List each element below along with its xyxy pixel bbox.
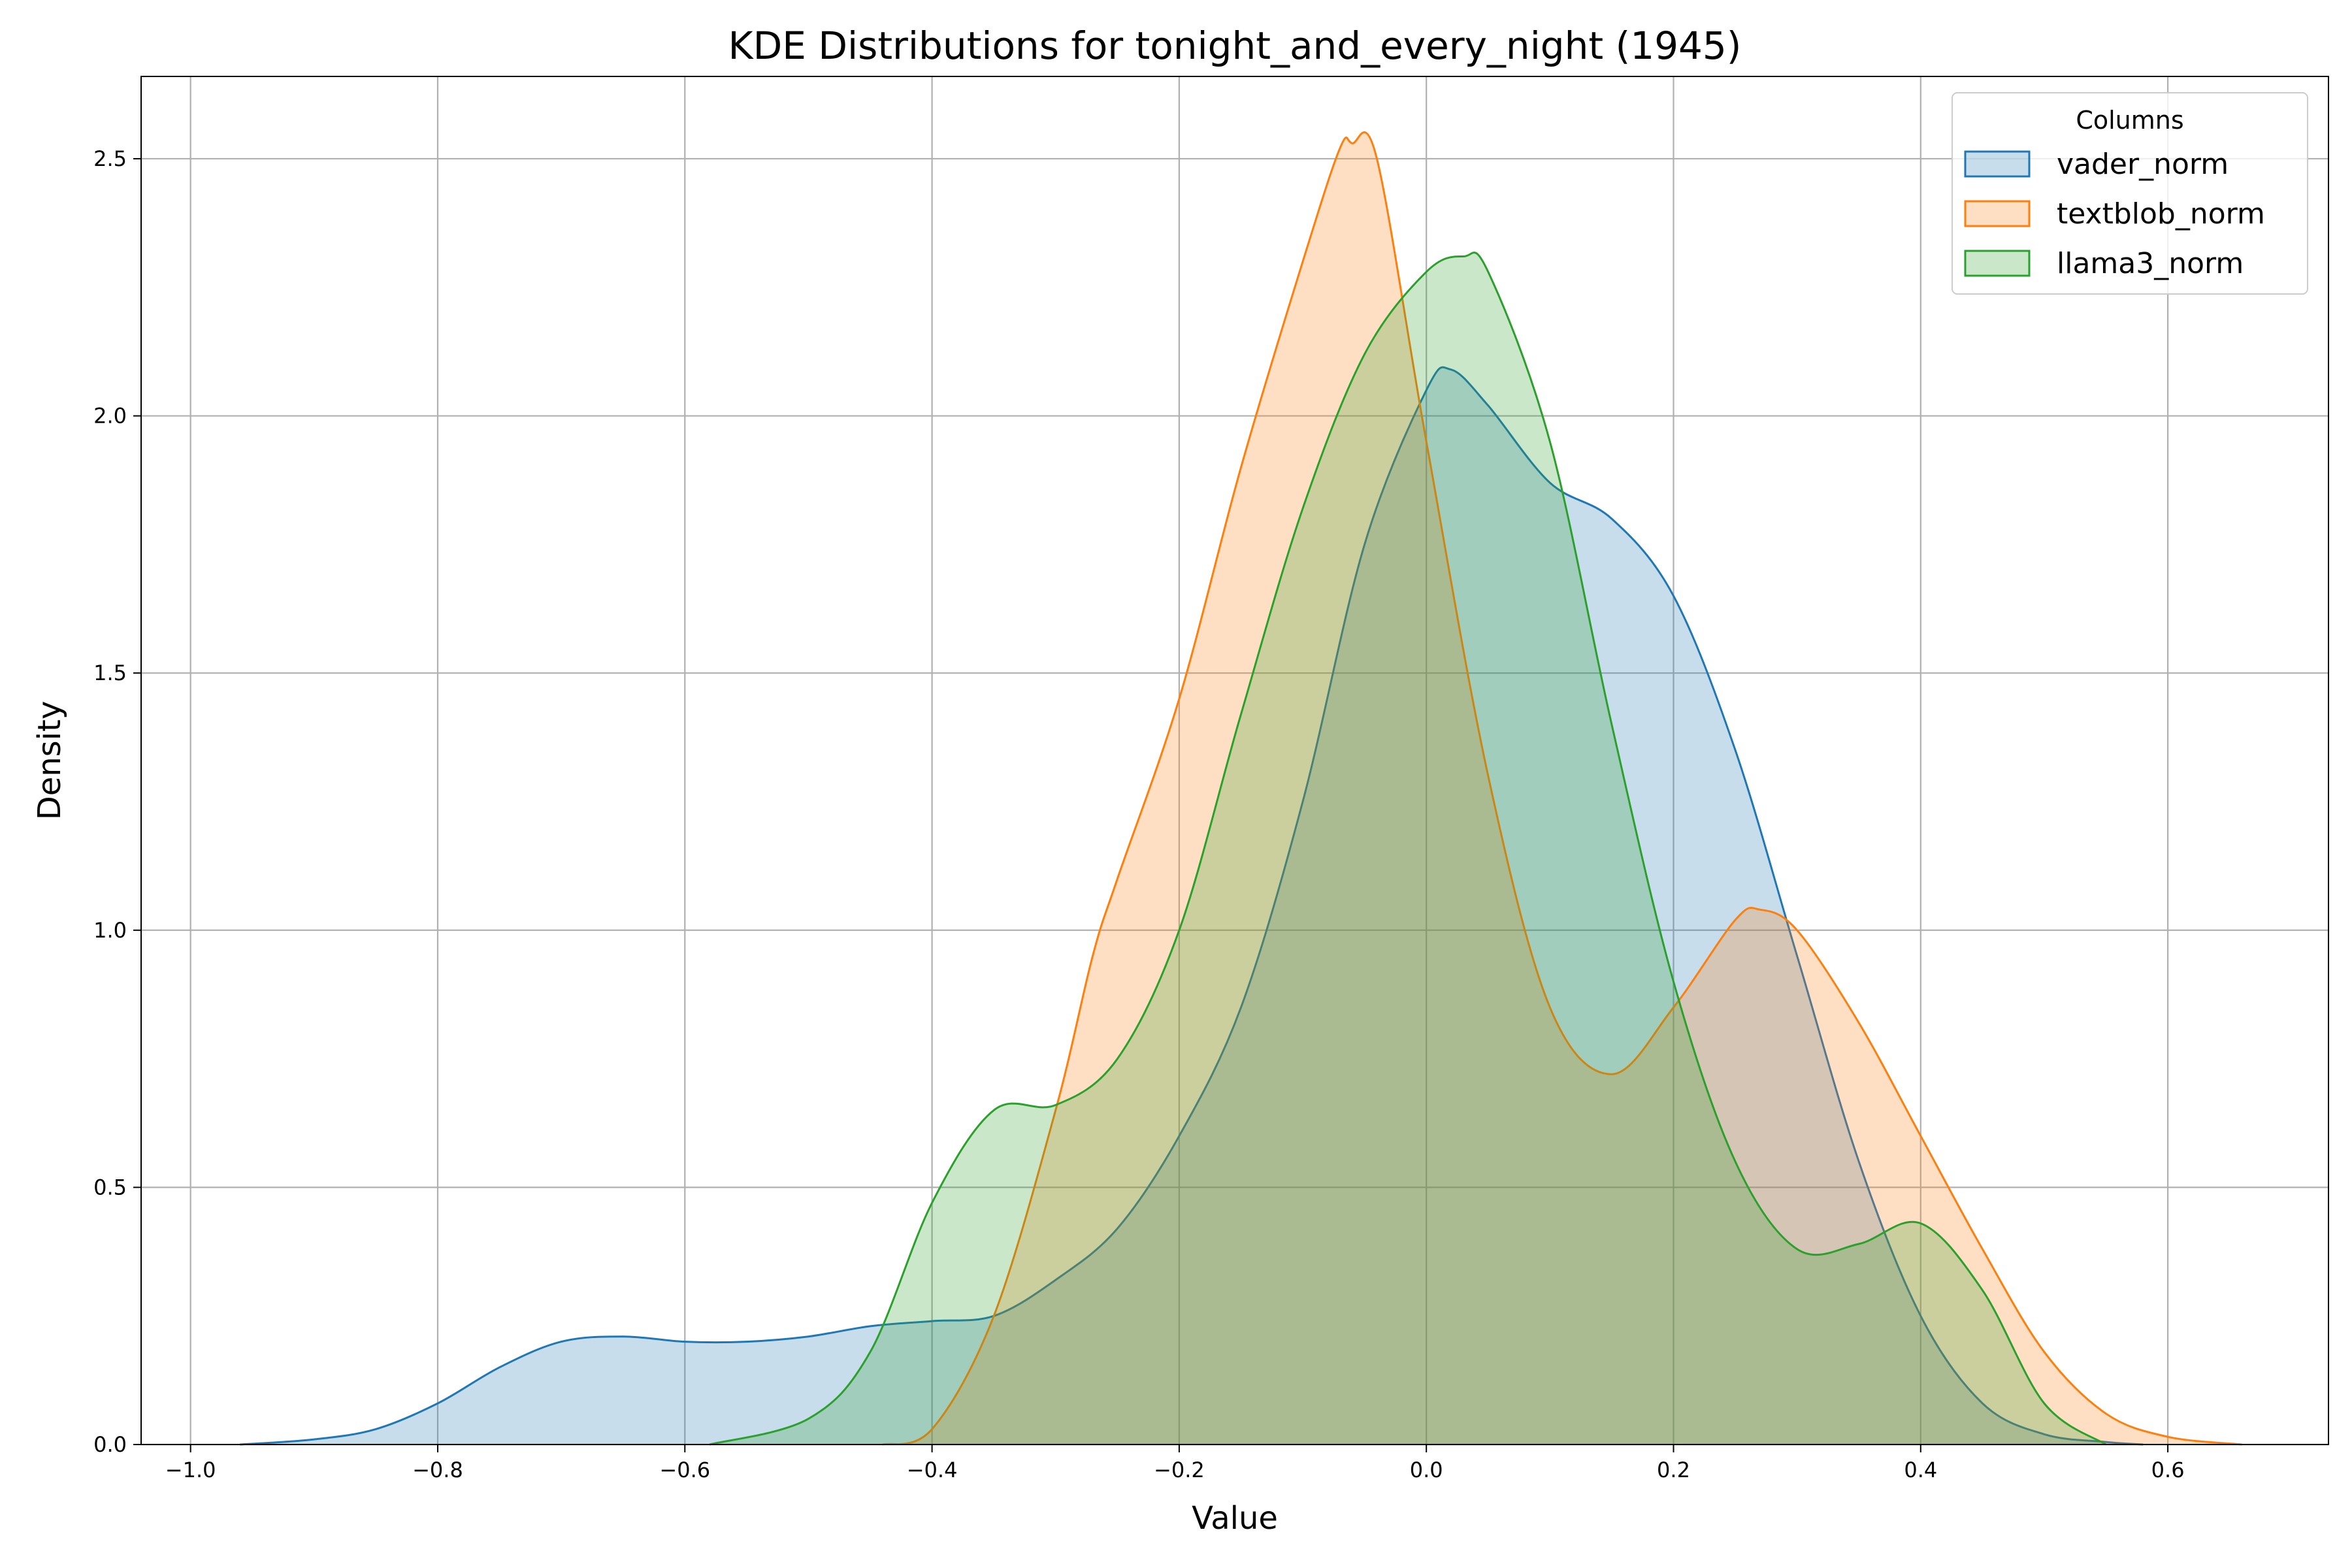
series-area-llama3_norm [710,252,2106,1445]
legend-swatch-vader_norm [1964,150,2031,178]
x-tick-label: −0.2 [1154,1458,1205,1482]
legend-title: Columns [2076,106,2183,135]
x-tick-label: 0.2 [1657,1458,1690,1482]
x-tick-label: −0.8 [412,1458,463,1482]
series-line-vader_norm [240,366,2144,1446]
x-tick-label: −0.6 [659,1458,710,1482]
legend-swatch-llama3_norm [1964,250,2031,277]
y-tick-label: 2.5 [93,146,127,171]
legend-box [1952,92,2308,295]
x-tick-label: −0.4 [907,1458,958,1482]
series-area-vader_norm [240,367,2144,1445]
x-tick-label: −1.0 [165,1458,216,1482]
legend-swatch-textblob_norm [1964,200,2031,227]
x-tick-label: 0.4 [1904,1458,1937,1482]
y-tick-label: 0.0 [93,1432,127,1457]
x-tick-label: 0.6 [2151,1458,2185,1482]
y-axis-label: Density [31,701,68,820]
chart-title: KDE Distributions for tonight_and_every_… [728,24,1742,68]
legend-label-textblob_norm: textblob_norm [2057,197,2265,231]
axis-ticks: −1.0 −0.8 −0.6 −0.4 −0.2 0.0 0.2 0.4 0.6 0.0 0.5 1.… [93,146,2184,1482]
y-tick-label: 2.0 [93,404,127,429]
series-line-textblob_norm [882,131,2242,1446]
x-axis-label: Value [1192,1500,1278,1537]
series-line-llama3_norm [709,252,2107,1446]
y-tick-label: 1.5 [93,661,127,685]
series-area-textblob_norm [882,132,2242,1445]
legend-label-vader_norm: vader_norm [2057,148,2229,181]
legend-label-llama3_norm: llama3_norm [2057,247,2244,280]
y-tick-label: 1.0 [93,918,127,943]
series-areas [240,131,2242,1446]
legend-entries: vader_norm textblob_norm llama3_norm [1964,148,2265,280]
x-tick-label: 0.0 [1410,1458,1443,1482]
legend: Columns vader_norm textblob_norm llama3_no… [1952,92,2308,295]
plot-frame [140,76,2329,1445]
y-tick-label: 0.5 [93,1175,127,1200]
